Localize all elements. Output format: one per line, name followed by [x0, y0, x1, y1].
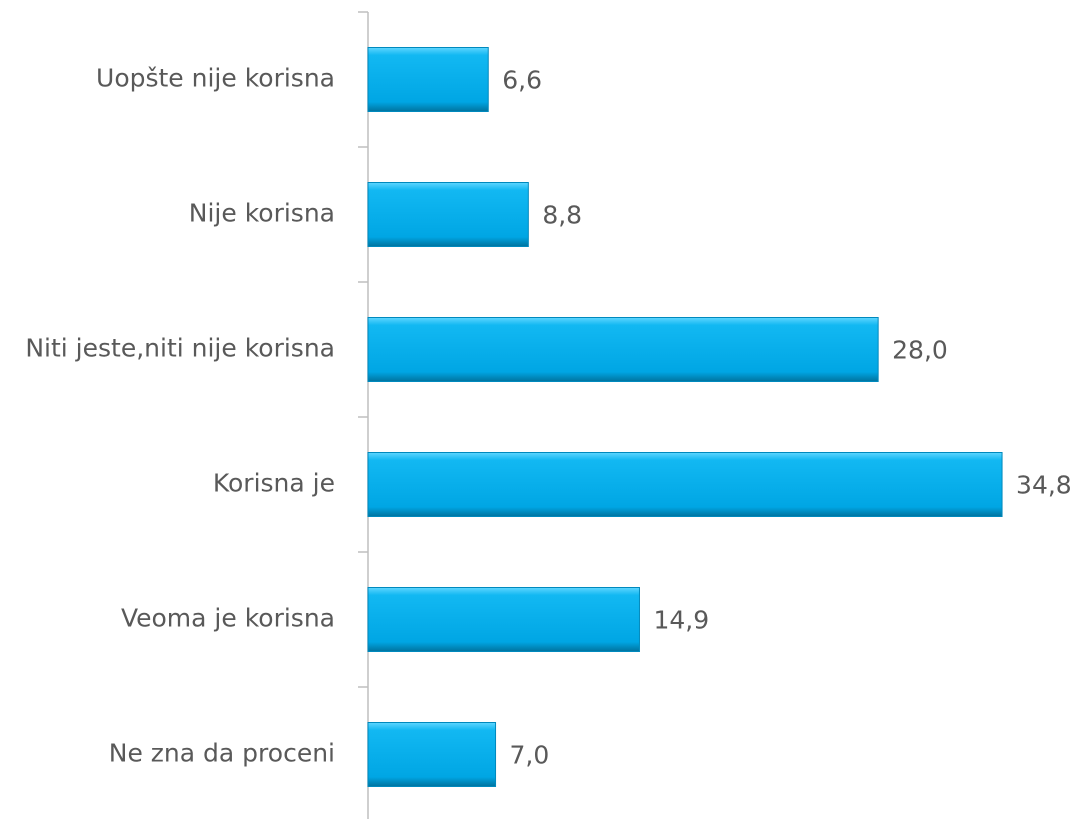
value-label: 28,0: [892, 336, 948, 365]
value-label: 7,0: [510, 741, 550, 770]
category-label: Korisna je: [213, 469, 335, 498]
bar: [367, 722, 497, 787]
bar: [367, 587, 640, 652]
category-label: Uopšte nije korisna: [96, 64, 335, 93]
category-label: Ne zna da proceni: [109, 739, 335, 768]
value-label: 8,8: [542, 201, 582, 230]
bar: [367, 182, 529, 247]
bar: [367, 452, 1003, 517]
value-label: 6,6: [502, 66, 542, 95]
value-label: 14,9: [653, 606, 709, 635]
bar: [367, 47, 489, 112]
category-label: Veoma je korisna: [121, 604, 335, 633]
value-label: 34,8: [1016, 471, 1072, 500]
category-label: Niti jeste,niti nije korisna: [25, 334, 335, 363]
category-label: Nije korisna: [189, 199, 335, 228]
bar: [367, 317, 879, 382]
